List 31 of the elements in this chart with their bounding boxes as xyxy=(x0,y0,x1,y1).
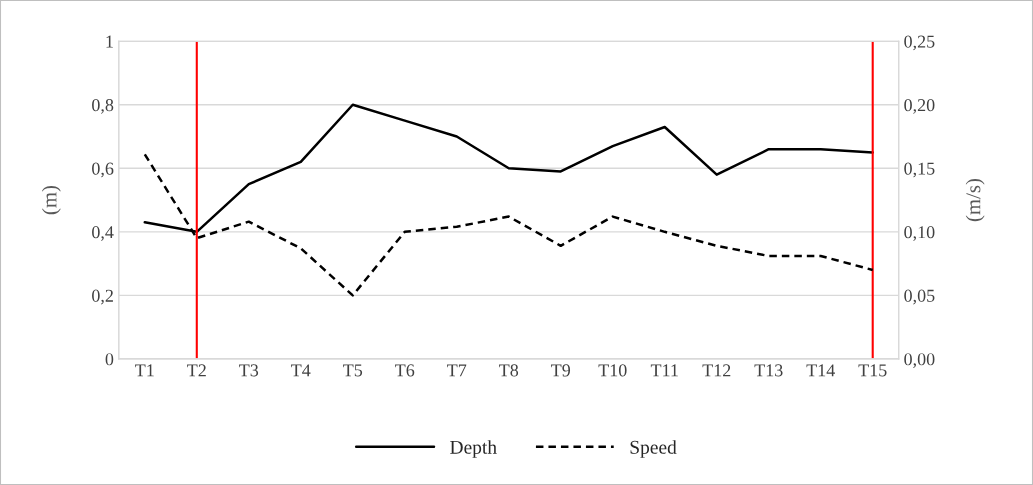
x-tick-label: T12 xyxy=(702,364,731,377)
x-tick-label: T7 xyxy=(447,364,467,377)
x-tick-label: T2 xyxy=(187,364,206,377)
y-tick-label: 0,2 xyxy=(92,289,113,305)
x-tick-label: T13 xyxy=(754,364,783,377)
y-tick-label: 0,4 xyxy=(92,226,114,241)
y-tick-label: 0,8 xyxy=(92,99,114,114)
x-tick-label: T4 xyxy=(291,364,311,377)
y-axis-title: (m) xyxy=(41,185,61,215)
x-tick-label: T5 xyxy=(343,364,363,377)
x-tick-label: T3 xyxy=(239,364,259,377)
y-tick-label: 0,6 xyxy=(92,162,114,178)
y-tick-label: 1 xyxy=(106,35,113,48)
y2-tick-label: 0,25 xyxy=(904,35,935,51)
y-tick-label: 0 xyxy=(105,353,114,366)
y2-axis-title: (m/s) xyxy=(965,178,985,222)
x-tick-label: T11 xyxy=(650,364,678,377)
x-tick-label: T1 xyxy=(135,364,154,377)
x-tick-label: T14 xyxy=(806,364,835,377)
y2-tick-label: 0,00 xyxy=(904,353,935,368)
legend-label: Depth xyxy=(450,440,497,458)
x-tick-label: T15 xyxy=(858,364,887,377)
x-tick-label: T6 xyxy=(395,364,415,377)
x-tick-label: T9 xyxy=(551,364,571,377)
x-tick-label: T10 xyxy=(598,364,627,377)
y2-tick-label: 0,05 xyxy=(904,289,935,305)
y2-tick-label: 0,20 xyxy=(904,99,935,114)
legend-label: Speed xyxy=(630,440,677,458)
x-tick-label: T8 xyxy=(499,364,519,377)
y2-tick-label: 0,10 xyxy=(904,226,935,241)
y2-tick-label: 0,15 xyxy=(904,162,935,178)
